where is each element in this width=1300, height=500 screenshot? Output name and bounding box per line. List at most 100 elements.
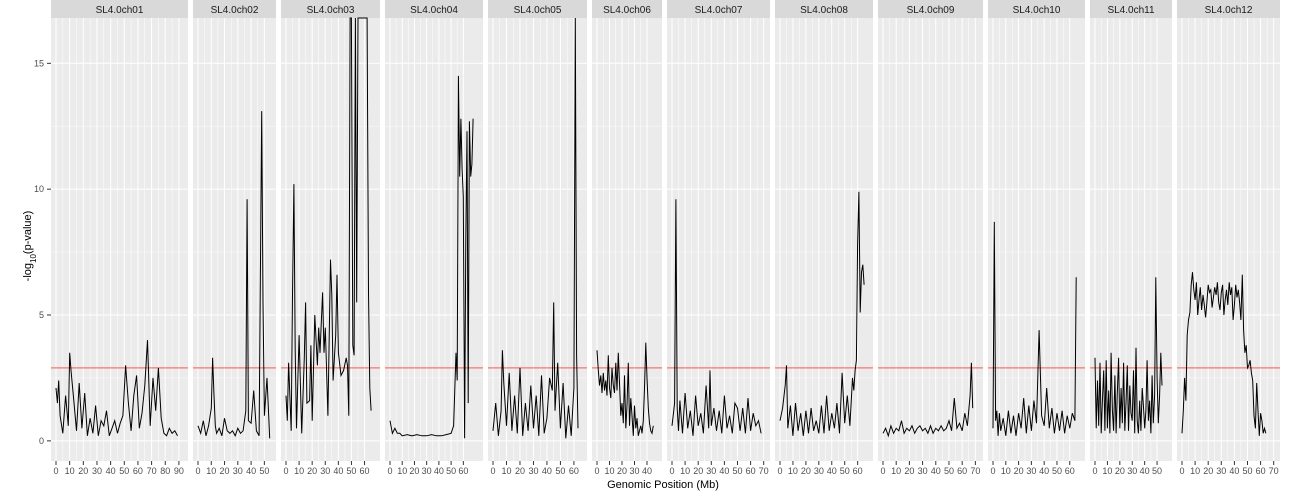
series-line — [492, 17, 579, 439]
x-axis-title: Genomic Position (Mb) — [607, 479, 719, 491]
y-tick-label: 10 — [34, 184, 44, 194]
x-tick-label: 30 — [1127, 466, 1137, 476]
x-tick-label: 10 — [1001, 466, 1011, 476]
facet-panel: SL4.0ch01 0 10 20 30 40 50 60 70 80 90 — [51, 0, 188, 476]
series-line — [55, 340, 178, 437]
facet-strip-label: SL4.0ch05 — [514, 5, 562, 16]
x-tick-label: 50 — [446, 466, 456, 476]
panel-background — [592, 18, 662, 461]
panel-background — [775, 18, 873, 461]
y-tick-label: 0 — [39, 436, 44, 446]
x-tick-label: 10 — [501, 466, 511, 476]
x-tick-label: 60 — [957, 466, 967, 476]
series-line — [671, 199, 762, 436]
x-tick-label: 40 — [434, 466, 444, 476]
facet-strip-label: SL4.0ch08 — [800, 5, 848, 16]
x-tick-label: 10 — [206, 466, 216, 476]
x-tick-label: 40 — [1229, 466, 1239, 476]
x-tick-label: 70 — [1269, 466, 1279, 476]
facet-strip — [281, 0, 380, 18]
facet-strip-label: SL4.0ch02 — [211, 5, 259, 16]
facet-strip — [988, 0, 1085, 18]
facet-strip — [1090, 0, 1172, 18]
x-tick-label: 60 — [853, 466, 863, 476]
facet-strip-label: SL4.0ch11 — [1107, 5, 1155, 16]
x-tick-label: 40 — [106, 466, 116, 476]
x-tick-label: 50 — [1242, 466, 1252, 476]
x-tick-label: 10 — [65, 466, 75, 476]
facet-strip — [775, 0, 873, 18]
facet-strip-label: SL4.0ch07 — [695, 5, 743, 16]
panel-background — [385, 18, 483, 461]
facet-strip-label: SL4.0ch04 — [410, 5, 458, 16]
x-tick-label: 0 — [1092, 466, 1097, 476]
x-tick-label: 60 — [458, 466, 468, 476]
panel-background — [878, 18, 983, 461]
x-tick-label: 40 — [931, 466, 941, 476]
x-tick-label: 10 — [294, 466, 304, 476]
panel-background — [988, 18, 1085, 461]
facet-panel: SL4.0ch06 0 10 20 30 40 — [592, 0, 662, 476]
series-line — [779, 191, 865, 436]
facet-panel: SL4.0ch12 0 10 20 30 40 50 60 70 — [1177, 0, 1280, 476]
x-tick-label: 50 — [346, 466, 356, 476]
x-tick-label: 60 — [569, 466, 579, 476]
x-tick-label: 10 — [788, 466, 798, 476]
x-tick-label: 30 — [629, 466, 639, 476]
x-tick-label: 20 — [220, 466, 230, 476]
x-tick-label: 20 — [78, 466, 88, 476]
facet-strip-label: SL4.0ch01 — [96, 5, 144, 16]
x-tick-label: 40 — [719, 466, 729, 476]
series-line — [197, 111, 271, 439]
x-tick-label: 0 — [490, 466, 495, 476]
x-tick-label: 40 — [542, 466, 552, 476]
facet-panel: SL4.0ch07 0 10 20 30 40 50 60 70 — [667, 0, 770, 476]
facet-panel: SL4.0ch11 0 10 20 30 40 50 — [1090, 0, 1172, 476]
x-tick-label: 20 — [409, 466, 419, 476]
x-tick-label: 20 — [515, 466, 525, 476]
x-tick-label: 30 — [92, 466, 102, 476]
x-tick-label: 10 — [891, 466, 901, 476]
x-tick-label: 40 — [827, 466, 837, 476]
x-tick-label: 20 — [1203, 466, 1213, 476]
series-line — [389, 75, 474, 439]
x-tick-label: 0 — [387, 466, 392, 476]
facet-strip — [488, 0, 587, 18]
facet-strip-label: SL4.0ch06 — [603, 5, 651, 16]
series-line — [882, 362, 974, 438]
x-tick-label: 40 — [642, 466, 652, 476]
series-line — [1181, 272, 1267, 436]
x-tick-label: 70 — [147, 466, 157, 476]
x-tick-label: 0 — [990, 466, 995, 476]
x-tick-label: 10 — [680, 466, 690, 476]
x-tick-label: 30 — [814, 466, 824, 476]
facet-strip — [1177, 0, 1280, 18]
facet-strip — [385, 0, 483, 18]
x-tick-label: 50 — [732, 466, 742, 476]
x-tick-label: 60 — [746, 466, 756, 476]
x-tick-label: 20 — [904, 466, 914, 476]
x-tick-label: 50 — [944, 466, 954, 476]
x-tick-label: 80 — [160, 466, 170, 476]
x-tick-label: 40 — [333, 466, 343, 476]
x-tick-label: 0 — [669, 466, 674, 476]
facet-strip — [51, 0, 188, 18]
x-tick-label: 40 — [246, 466, 256, 476]
facet-panel: SL4.0ch05 0 10 20 30 40 50 60 — [488, 0, 587, 476]
x-tick-label: 50 — [840, 466, 850, 476]
x-tick-label: 10 — [604, 466, 614, 476]
x-tick-label: 40 — [1140, 466, 1150, 476]
x-tick-label: 30 — [1216, 466, 1226, 476]
y-tick-label: 15 — [34, 58, 44, 68]
facet-strip-label: SL4.0ch10 — [1013, 5, 1061, 16]
x-tick-label: 30 — [528, 466, 538, 476]
x-tick-label: 40 — [1039, 466, 1049, 476]
panel-background — [667, 18, 770, 461]
panel-background — [1177, 18, 1280, 461]
x-tick-label: 50 — [1052, 466, 1062, 476]
x-tick-label: 90 — [174, 466, 184, 476]
series-line — [992, 221, 1077, 436]
x-tick-label: 10 — [397, 466, 407, 476]
panel-background — [51, 18, 188, 461]
